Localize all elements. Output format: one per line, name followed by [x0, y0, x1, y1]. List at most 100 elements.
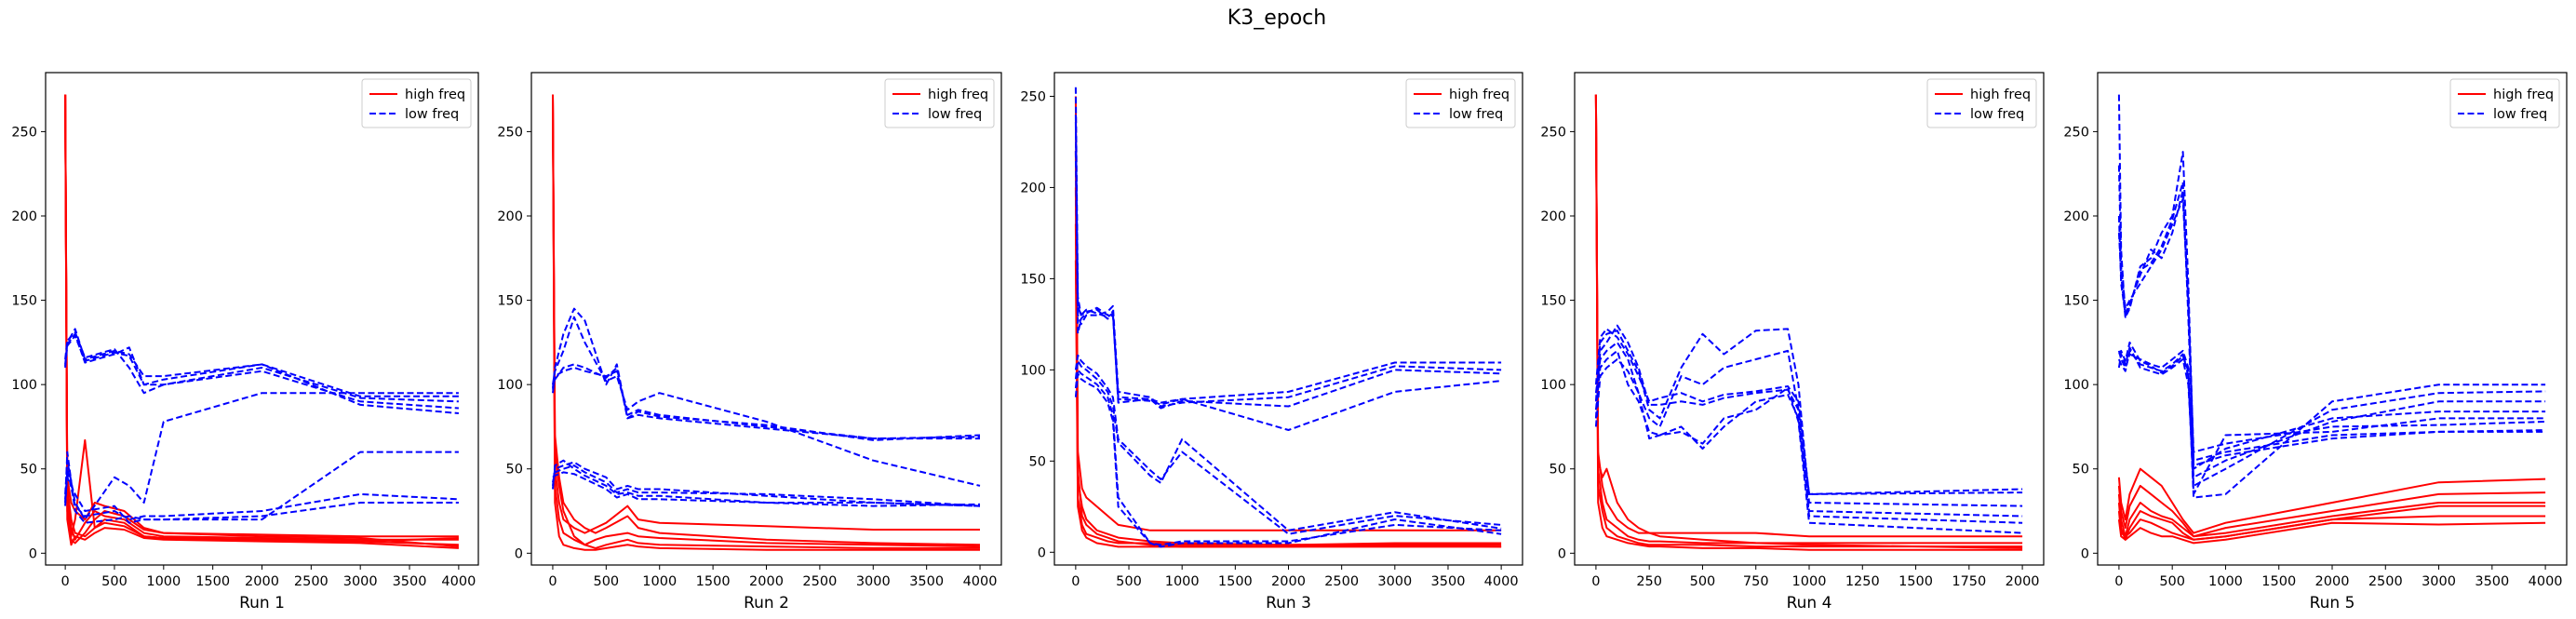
- y-tick-label: 150: [2063, 294, 2089, 309]
- legend-low-freq-label: low freq: [2493, 107, 2547, 122]
- x-axis-label: Run 3: [1266, 594, 1311, 612]
- low-freq-line-12: [552, 459, 981, 507]
- x-axis-label: Run 1: [239, 594, 285, 612]
- legend-low-freq-label: low freq: [928, 107, 982, 122]
- legend-high-freq-label: high freq: [1970, 87, 2031, 102]
- high-freq-line-5: [64, 94, 459, 548]
- legend-high-freq-label: high freq: [1449, 87, 1509, 102]
- low-freq-line-8: [552, 316, 981, 487]
- subplot-5: 0 500 1000 1500 2000 2500 3000 3500 4000 0 50 100 15…: [2063, 72, 2568, 612]
- x-tick-label: 0: [548, 574, 557, 589]
- x-tick-label: 2000: [2006, 574, 2040, 589]
- y-tick-label: 100: [11, 378, 37, 393]
- legend-box: [361, 78, 472, 128]
- x-tick-label: 2500: [294, 574, 329, 589]
- high-freq-line-6: [64, 94, 459, 549]
- low-freq-line-9: [64, 331, 459, 410]
- legend-box: [2449, 78, 2560, 128]
- y-tick-label: 100: [1540, 378, 1566, 393]
- y-tick-label: 200: [1540, 209, 1566, 224]
- x-tick-label: 2500: [1324, 574, 1359, 589]
- low-freq-line-13: [1074, 372, 1502, 546]
- y-tick-label: 100: [2063, 378, 2089, 393]
- legend: high freq low freq: [884, 78, 995, 128]
- low-freq-line-12: [2117, 349, 2546, 487]
- x-tick-label: 4000: [2529, 574, 2563, 589]
- high-freq-line-4: [552, 94, 981, 546]
- high-freq-line-5: [1074, 151, 1502, 548]
- subplot-1: 0 500 1000 1500 2000 2500 3000 3500 4000 0 50 100 15…: [11, 72, 479, 612]
- x-tick-label: 1250: [1845, 574, 1880, 589]
- x-tick-label: 500: [1690, 574, 1716, 589]
- y-tick-label: 50: [1029, 454, 1046, 469]
- y-tick-label: 150: [1020, 272, 1046, 287]
- y-tick-label: 50: [1550, 463, 1566, 478]
- x-tick-label: 2000: [245, 574, 279, 589]
- x-tick-label: 2000: [2315, 574, 2350, 589]
- high-freq-line-1: [552, 94, 981, 548]
- x-tick-label: 0: [2114, 574, 2123, 589]
- x-tick-label: 1000: [146, 574, 181, 589]
- low-freq-line-6: [1074, 87, 1502, 404]
- low-freq-line-10: [2117, 181, 2546, 470]
- y-tick-label: 50: [20, 463, 37, 478]
- legend-low-freq-label: low freq: [1970, 107, 2024, 122]
- low-freq-line-7: [64, 328, 459, 397]
- legend: high freq low freq: [361, 78, 472, 128]
- x-tick-label: 1000: [1792, 574, 1827, 589]
- legend: high freq low freq: [1926, 78, 2037, 128]
- low-freq-line-9: [552, 363, 981, 441]
- legend-low-freq-label: low freq: [405, 107, 459, 122]
- x-tick-label: 4000: [441, 574, 476, 589]
- x-tick-label: 500: [2159, 574, 2185, 589]
- high-freq-line-3: [552, 94, 980, 549]
- y-tick-label: 250: [11, 125, 37, 140]
- x-tick-label: 0: [1071, 574, 1080, 589]
- legend-box: [1405, 78, 1516, 128]
- legend-low-freq-label: low freq: [1449, 107, 1503, 122]
- x-tick-label: 2000: [1271, 574, 1306, 589]
- high-freq-line-4: [1594, 94, 2023, 549]
- x-axis-label: Run 2: [744, 594, 789, 612]
- y-tick-label: 50: [506, 463, 523, 478]
- high-freq-line-5: [552, 94, 980, 551]
- high-freq-line-1: [1594, 94, 2023, 538]
- low-freq-line-10: [552, 461, 981, 507]
- x-tick-label: 1000: [2208, 574, 2243, 589]
- x-tick-label: 0: [1591, 574, 1600, 589]
- x-tick-label: 500: [1116, 574, 1142, 589]
- y-tick-label: 250: [497, 125, 523, 140]
- legend-box: [1926, 78, 2037, 128]
- legend-high-freq-label: high freq: [405, 87, 465, 102]
- x-tick-label: 500: [101, 574, 127, 589]
- low-freq-line-13: [64, 467, 459, 521]
- legend-box: [884, 78, 995, 128]
- x-tick-label: 4000: [1484, 574, 1519, 589]
- x-tick-label: 3500: [1431, 574, 1466, 589]
- x-tick-label: 2000: [749, 574, 784, 589]
- x-axis-label: Run 4: [1787, 594, 1832, 612]
- high-freq-line-5: [1594, 94, 2023, 551]
- low-freq-line-7: [552, 307, 981, 440]
- x-tick-label: 1500: [195, 574, 230, 589]
- low-freq-line-13: [2117, 346, 2546, 478]
- y-tick-label: 150: [11, 294, 37, 309]
- y-tick-label: 0: [2081, 546, 2089, 561]
- x-tick-label: 3500: [393, 574, 427, 589]
- y-tick-label: 0: [515, 546, 523, 561]
- x-tick-label: 3000: [343, 574, 378, 589]
- low-freq-line-10: [64, 334, 459, 414]
- x-tick-label: 0: [61, 574, 70, 589]
- x-axis-label: Run 5: [2310, 594, 2355, 612]
- low-freq-line-14: [64, 451, 459, 524]
- y-tick-label: 200: [497, 209, 523, 224]
- x-tick-label: 3500: [909, 574, 944, 589]
- low-freq-line-11: [1594, 349, 2023, 524]
- x-tick-label: 3500: [2475, 574, 2509, 589]
- x-tick-label: 1000: [642, 574, 677, 589]
- x-tick-label: 1000: [1165, 574, 1200, 589]
- low-freq-line-7: [1594, 328, 2023, 507]
- x-tick-label: 1500: [1898, 574, 1933, 589]
- x-tick-label: 2500: [2368, 574, 2403, 589]
- series-group: [552, 94, 981, 551]
